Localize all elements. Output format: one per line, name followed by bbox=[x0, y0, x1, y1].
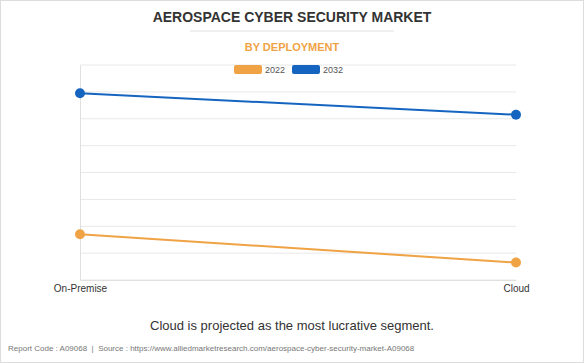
grid-line bbox=[80, 199, 516, 200]
grid-line bbox=[80, 226, 516, 227]
series-point bbox=[75, 229, 85, 239]
x-axis-line bbox=[81, 280, 517, 281]
grid-line bbox=[80, 91, 516, 92]
title: AEROSPACE CYBER SECURITY MARKET bbox=[153, 9, 432, 25]
legend-label: 2032 bbox=[323, 65, 343, 75]
legend-swatch bbox=[234, 65, 262, 74]
x-axis: On-Premise Cloud bbox=[54, 280, 530, 294]
x-tick-label: Cloud bbox=[503, 283, 529, 294]
series-line bbox=[80, 234, 516, 262]
legend-label: 2022 bbox=[265, 65, 285, 75]
caption: Cloud is projected as the most lucrative… bbox=[150, 318, 434, 333]
grid-line bbox=[80, 253, 516, 254]
x-tick: Cloud bbox=[503, 280, 529, 294]
source-note: Report Code : A09068 | Source : https://… bbox=[8, 344, 415, 353]
legend: 2022 2032 bbox=[234, 65, 343, 75]
subtitle: BY DEPLOYMENT bbox=[245, 41, 340, 53]
x-tick-label: On-Premise bbox=[54, 283, 108, 294]
grid-line bbox=[80, 280, 516, 281]
grid-line bbox=[80, 172, 516, 173]
marks bbox=[75, 88, 521, 267]
frame bbox=[1, 1, 584, 363]
title-rule bbox=[190, 31, 394, 32]
grid-line bbox=[80, 118, 516, 119]
x-tick: On-Premise bbox=[54, 280, 108, 294]
series-line bbox=[80, 93, 516, 115]
chart: AEROSPACE CYBER SECURITY MARKET BY DEPLOY… bbox=[0, 0, 584, 363]
series-point bbox=[511, 110, 521, 120]
series-point bbox=[511, 258, 521, 268]
grid-line bbox=[80, 145, 516, 146]
grid bbox=[80, 65, 516, 280]
legend-swatch bbox=[292, 65, 320, 74]
series-point bbox=[75, 88, 85, 98]
